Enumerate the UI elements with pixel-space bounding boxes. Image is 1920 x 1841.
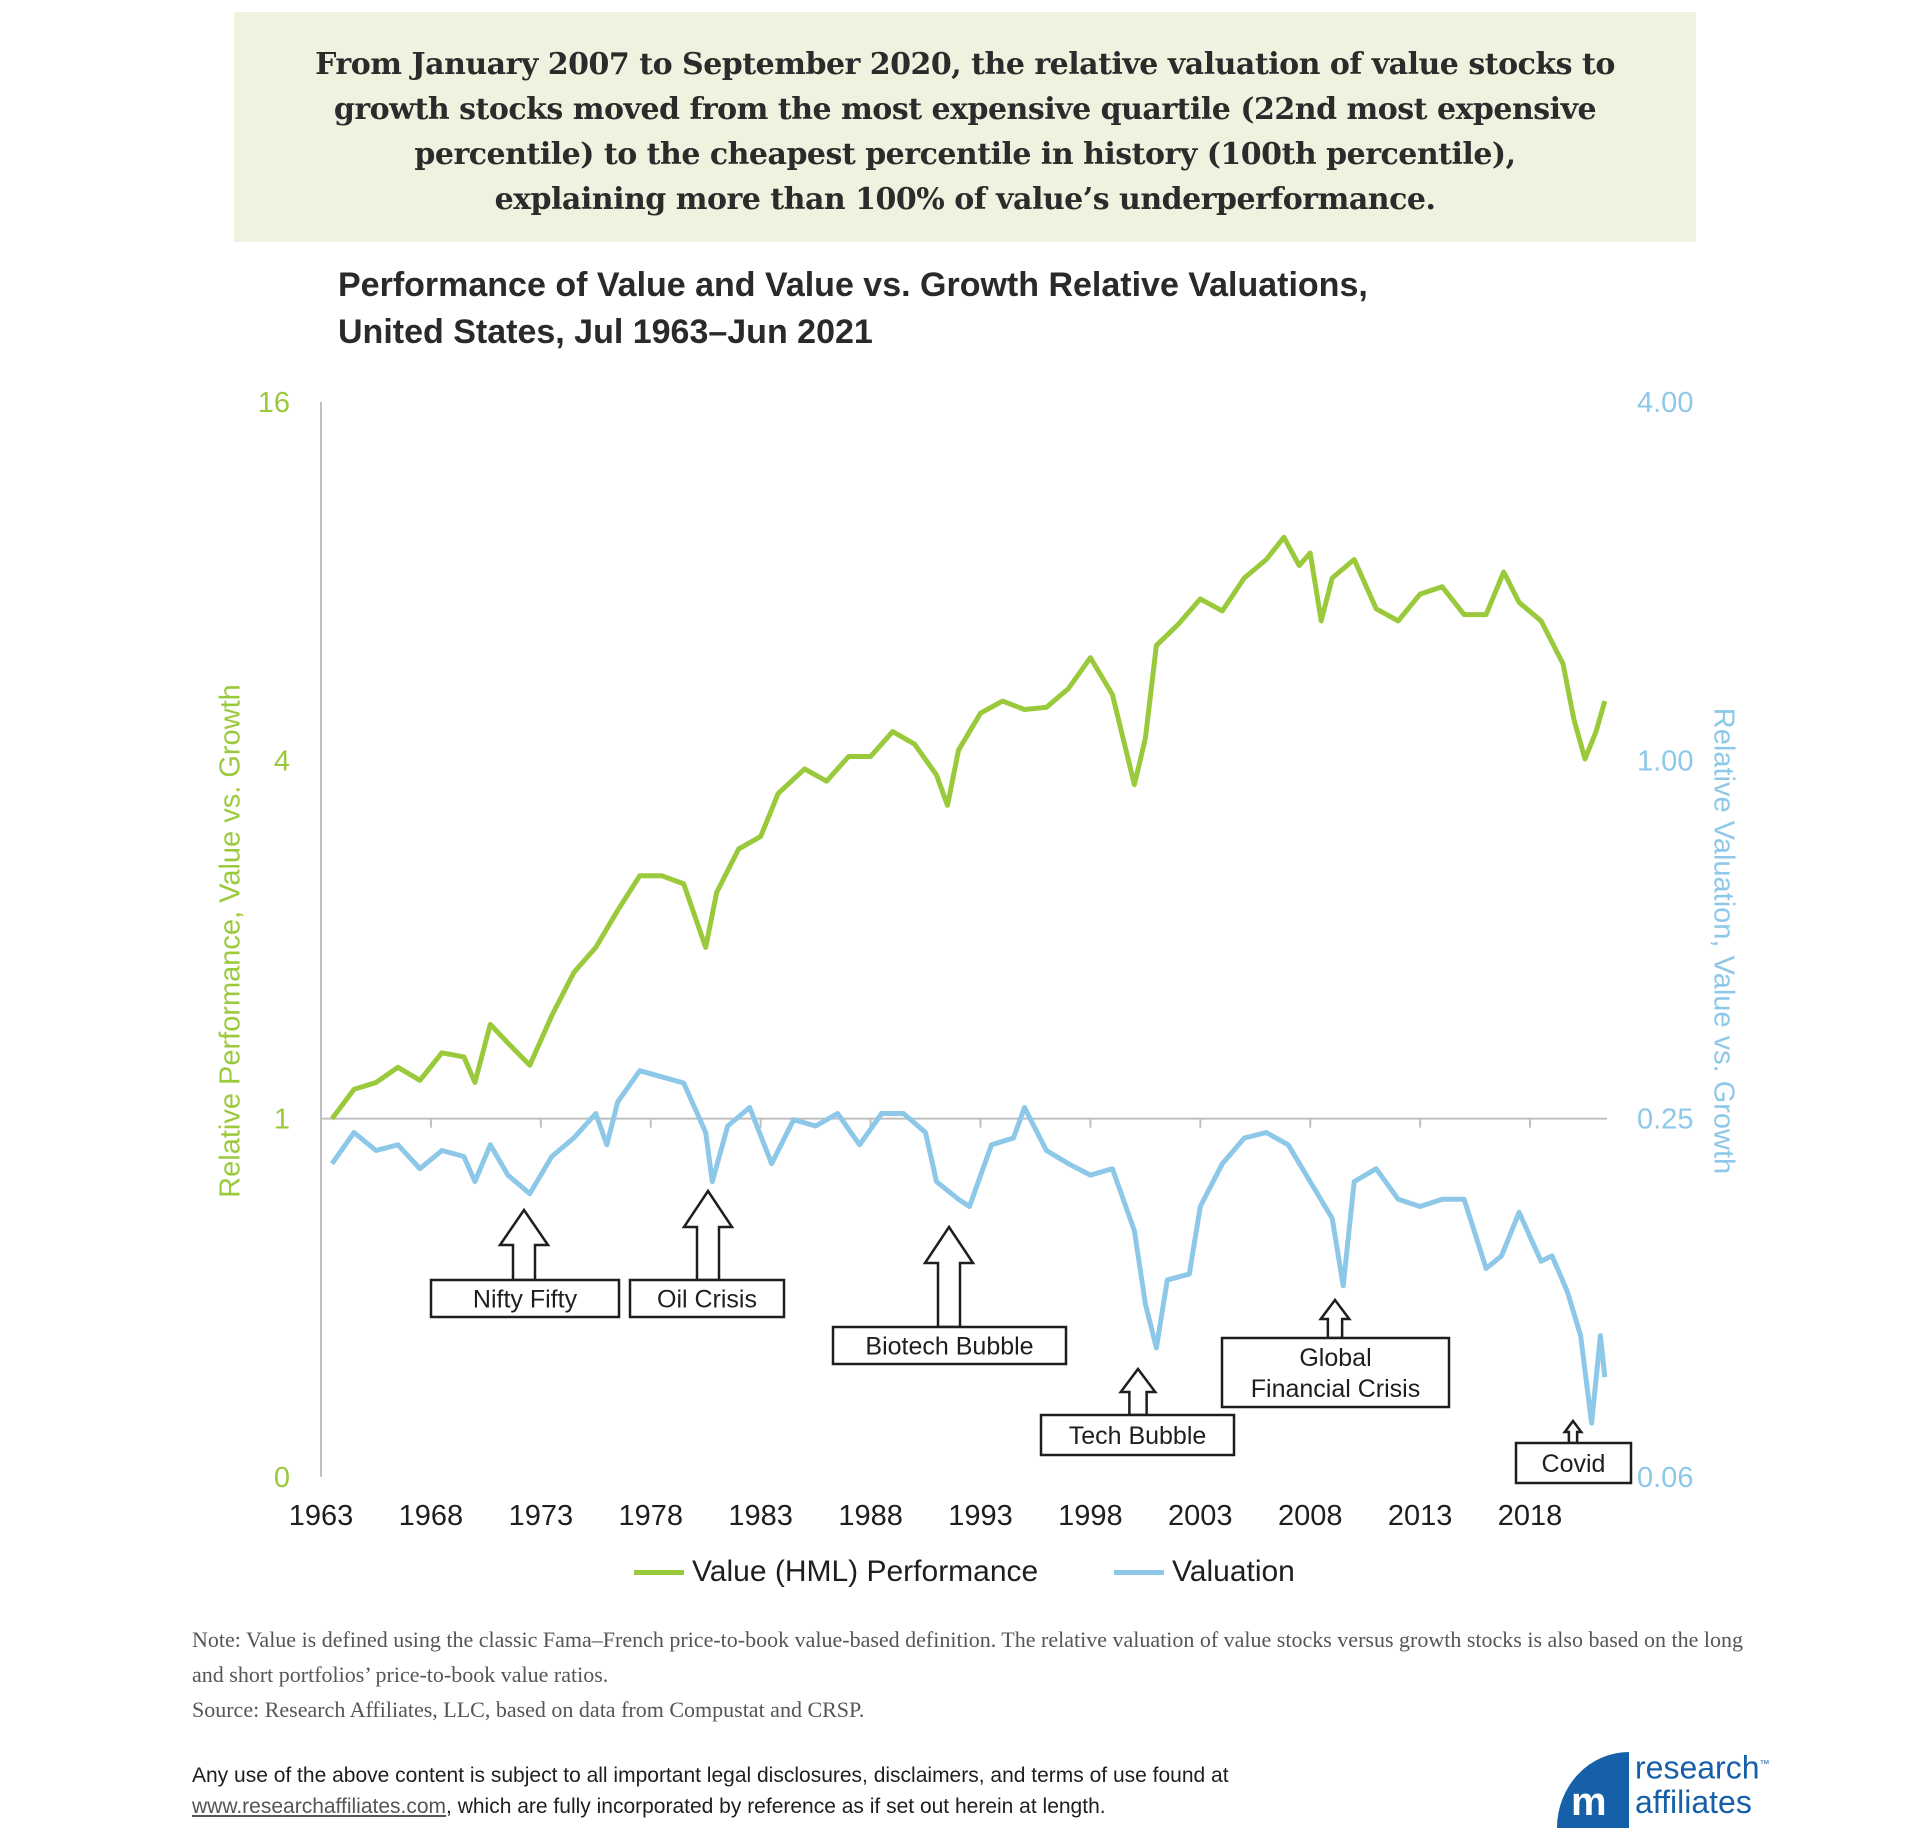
chart-notes: Note: Value is defined using the classic… bbox=[192, 1622, 1752, 1727]
annotation-label: Nifty Fifty bbox=[473, 1286, 578, 1314]
annotation-box bbox=[628, 1278, 786, 1319]
legend-swatch-performance bbox=[634, 1569, 684, 1575]
headline-box: From January 2007 to September 2020, the… bbox=[234, 12, 1696, 242]
annotation-box bbox=[831, 1325, 1068, 1366]
annotation-label: Tech Bubble bbox=[1069, 1422, 1207, 1450]
headline-line: explaining more than 100% of value’s und… bbox=[494, 182, 1436, 217]
legend-label-valuation: Valuation bbox=[1172, 1555, 1295, 1588]
headline-line: growth stocks moved from the most expens… bbox=[333, 92, 1597, 127]
legend-item-performance: Value (HML) Performance bbox=[634, 1555, 1038, 1589]
annotation-arrow-icon bbox=[1118, 1366, 1158, 1417]
annotation-label: Financial Crisis bbox=[1251, 1375, 1420, 1403]
headline-text: From January 2007 to September 2020, the… bbox=[234, 42, 1696, 222]
annotation-label: Global bbox=[1299, 1344, 1371, 1372]
note-text: Note: Value is defined using the classic… bbox=[192, 1627, 1744, 1687]
x-tick-label: 2008 bbox=[1278, 1500, 1343, 1532]
x-tick-label: 1968 bbox=[399, 1500, 464, 1532]
x-tick-label: 1988 bbox=[838, 1500, 903, 1532]
chart-title-line1: Performance of Value and Value vs. Growt… bbox=[338, 266, 1368, 304]
annotation-arrow-icon bbox=[1318, 1297, 1352, 1340]
headline-line: percentile) to the cheapest percentile i… bbox=[414, 137, 1516, 172]
annotation-arrow-icon bbox=[1562, 1418, 1584, 1445]
y-tick-label: 0 bbox=[274, 1462, 290, 1494]
annotation-arrow-icon bbox=[497, 1207, 551, 1282]
headline-line: From January 2007 to September 2020, the… bbox=[315, 47, 1615, 82]
x-tick-label: 2018 bbox=[1498, 1500, 1563, 1532]
x-tick-label: 1998 bbox=[1058, 1500, 1123, 1532]
legend-label-performance: Value (HML) Performance bbox=[692, 1555, 1039, 1588]
chart-title: Performance of Value and Value vs. Growt… bbox=[338, 262, 1368, 356]
y2-tick-label: 0.25 bbox=[1637, 1104, 1693, 1136]
annotation-box bbox=[1039, 1413, 1236, 1457]
x-tick-label: 2003 bbox=[1168, 1500, 1233, 1532]
disclaimer-line1: Any use of the above content is subject … bbox=[192, 1764, 1229, 1787]
annotation-label: Biotech Bubble bbox=[865, 1333, 1033, 1361]
y-tick-label: 1 bbox=[274, 1104, 290, 1136]
chart-title-line2: United States, Jul 1963–Jun 2021 bbox=[338, 313, 873, 351]
disclaimer-line2: , which are fully incorporated by refere… bbox=[446, 1795, 1106, 1818]
y2-tick-label: 1.00 bbox=[1637, 745, 1693, 777]
y-axis-right-title: Relative Valuation, Value vs. Growth bbox=[1707, 707, 1740, 1175]
y-tick-label: 4 bbox=[274, 745, 290, 777]
x-tick-label: 1983 bbox=[728, 1500, 793, 1532]
legend-swatch-valuation bbox=[1114, 1569, 1164, 1575]
annotation-label: Oil Crisis bbox=[657, 1286, 757, 1314]
x-tick-label: 1993 bbox=[948, 1500, 1013, 1532]
logo-wordmark: research™ affiliates bbox=[1635, 1749, 1770, 1820]
annotation-box bbox=[1220, 1336, 1451, 1409]
series-line-performance bbox=[330, 534, 1608, 1121]
source-text: Source: Research Affiliates, LLC, based … bbox=[192, 1697, 865, 1722]
series-line-valuation bbox=[329, 1068, 1608, 1426]
annotation-label: Covid bbox=[1542, 1450, 1606, 1478]
x-tick-label: 1978 bbox=[618, 1500, 683, 1532]
x-tick-label: 1963 bbox=[289, 1500, 354, 1532]
legend-item-valuation: Valuation bbox=[1114, 1555, 1295, 1589]
annotation-arrow-icon bbox=[922, 1224, 976, 1329]
y2-tick-label: 0.06 bbox=[1637, 1462, 1693, 1494]
annotation-box bbox=[429, 1278, 621, 1319]
logo-mark-icon: m bbox=[1557, 1752, 1629, 1828]
x-tick-label: 2013 bbox=[1388, 1500, 1453, 1532]
y-axis-left-title: Relative Performance, Value vs. Growth bbox=[214, 684, 247, 1198]
x-tick-label: 1973 bbox=[509, 1500, 574, 1532]
annotation-box bbox=[1514, 1441, 1633, 1485]
y-tick-label: 16 bbox=[258, 387, 290, 419]
annotation-arrow-icon bbox=[681, 1188, 735, 1282]
research-affiliates-logo: m research™ affiliates bbox=[1557, 1748, 1772, 1828]
y2-tick-label: 4.00 bbox=[1637, 387, 1693, 419]
website-link[interactable]: www.researchaffiliates.com bbox=[192, 1795, 447, 1818]
disclaimer: Any use of the above content is subject … bbox=[192, 1760, 1229, 1822]
